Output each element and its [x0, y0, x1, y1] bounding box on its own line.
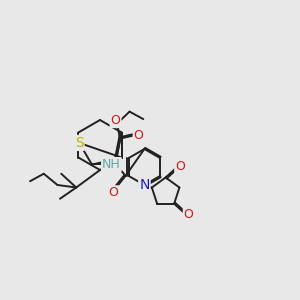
Text: O: O	[111, 114, 121, 127]
Text: O: O	[175, 160, 185, 173]
Text: NH: NH	[102, 158, 121, 171]
Text: N: N	[139, 178, 150, 192]
Text: O: O	[184, 208, 194, 221]
Text: O: O	[108, 186, 118, 199]
Text: S: S	[75, 136, 84, 150]
Text: O: O	[134, 129, 143, 142]
